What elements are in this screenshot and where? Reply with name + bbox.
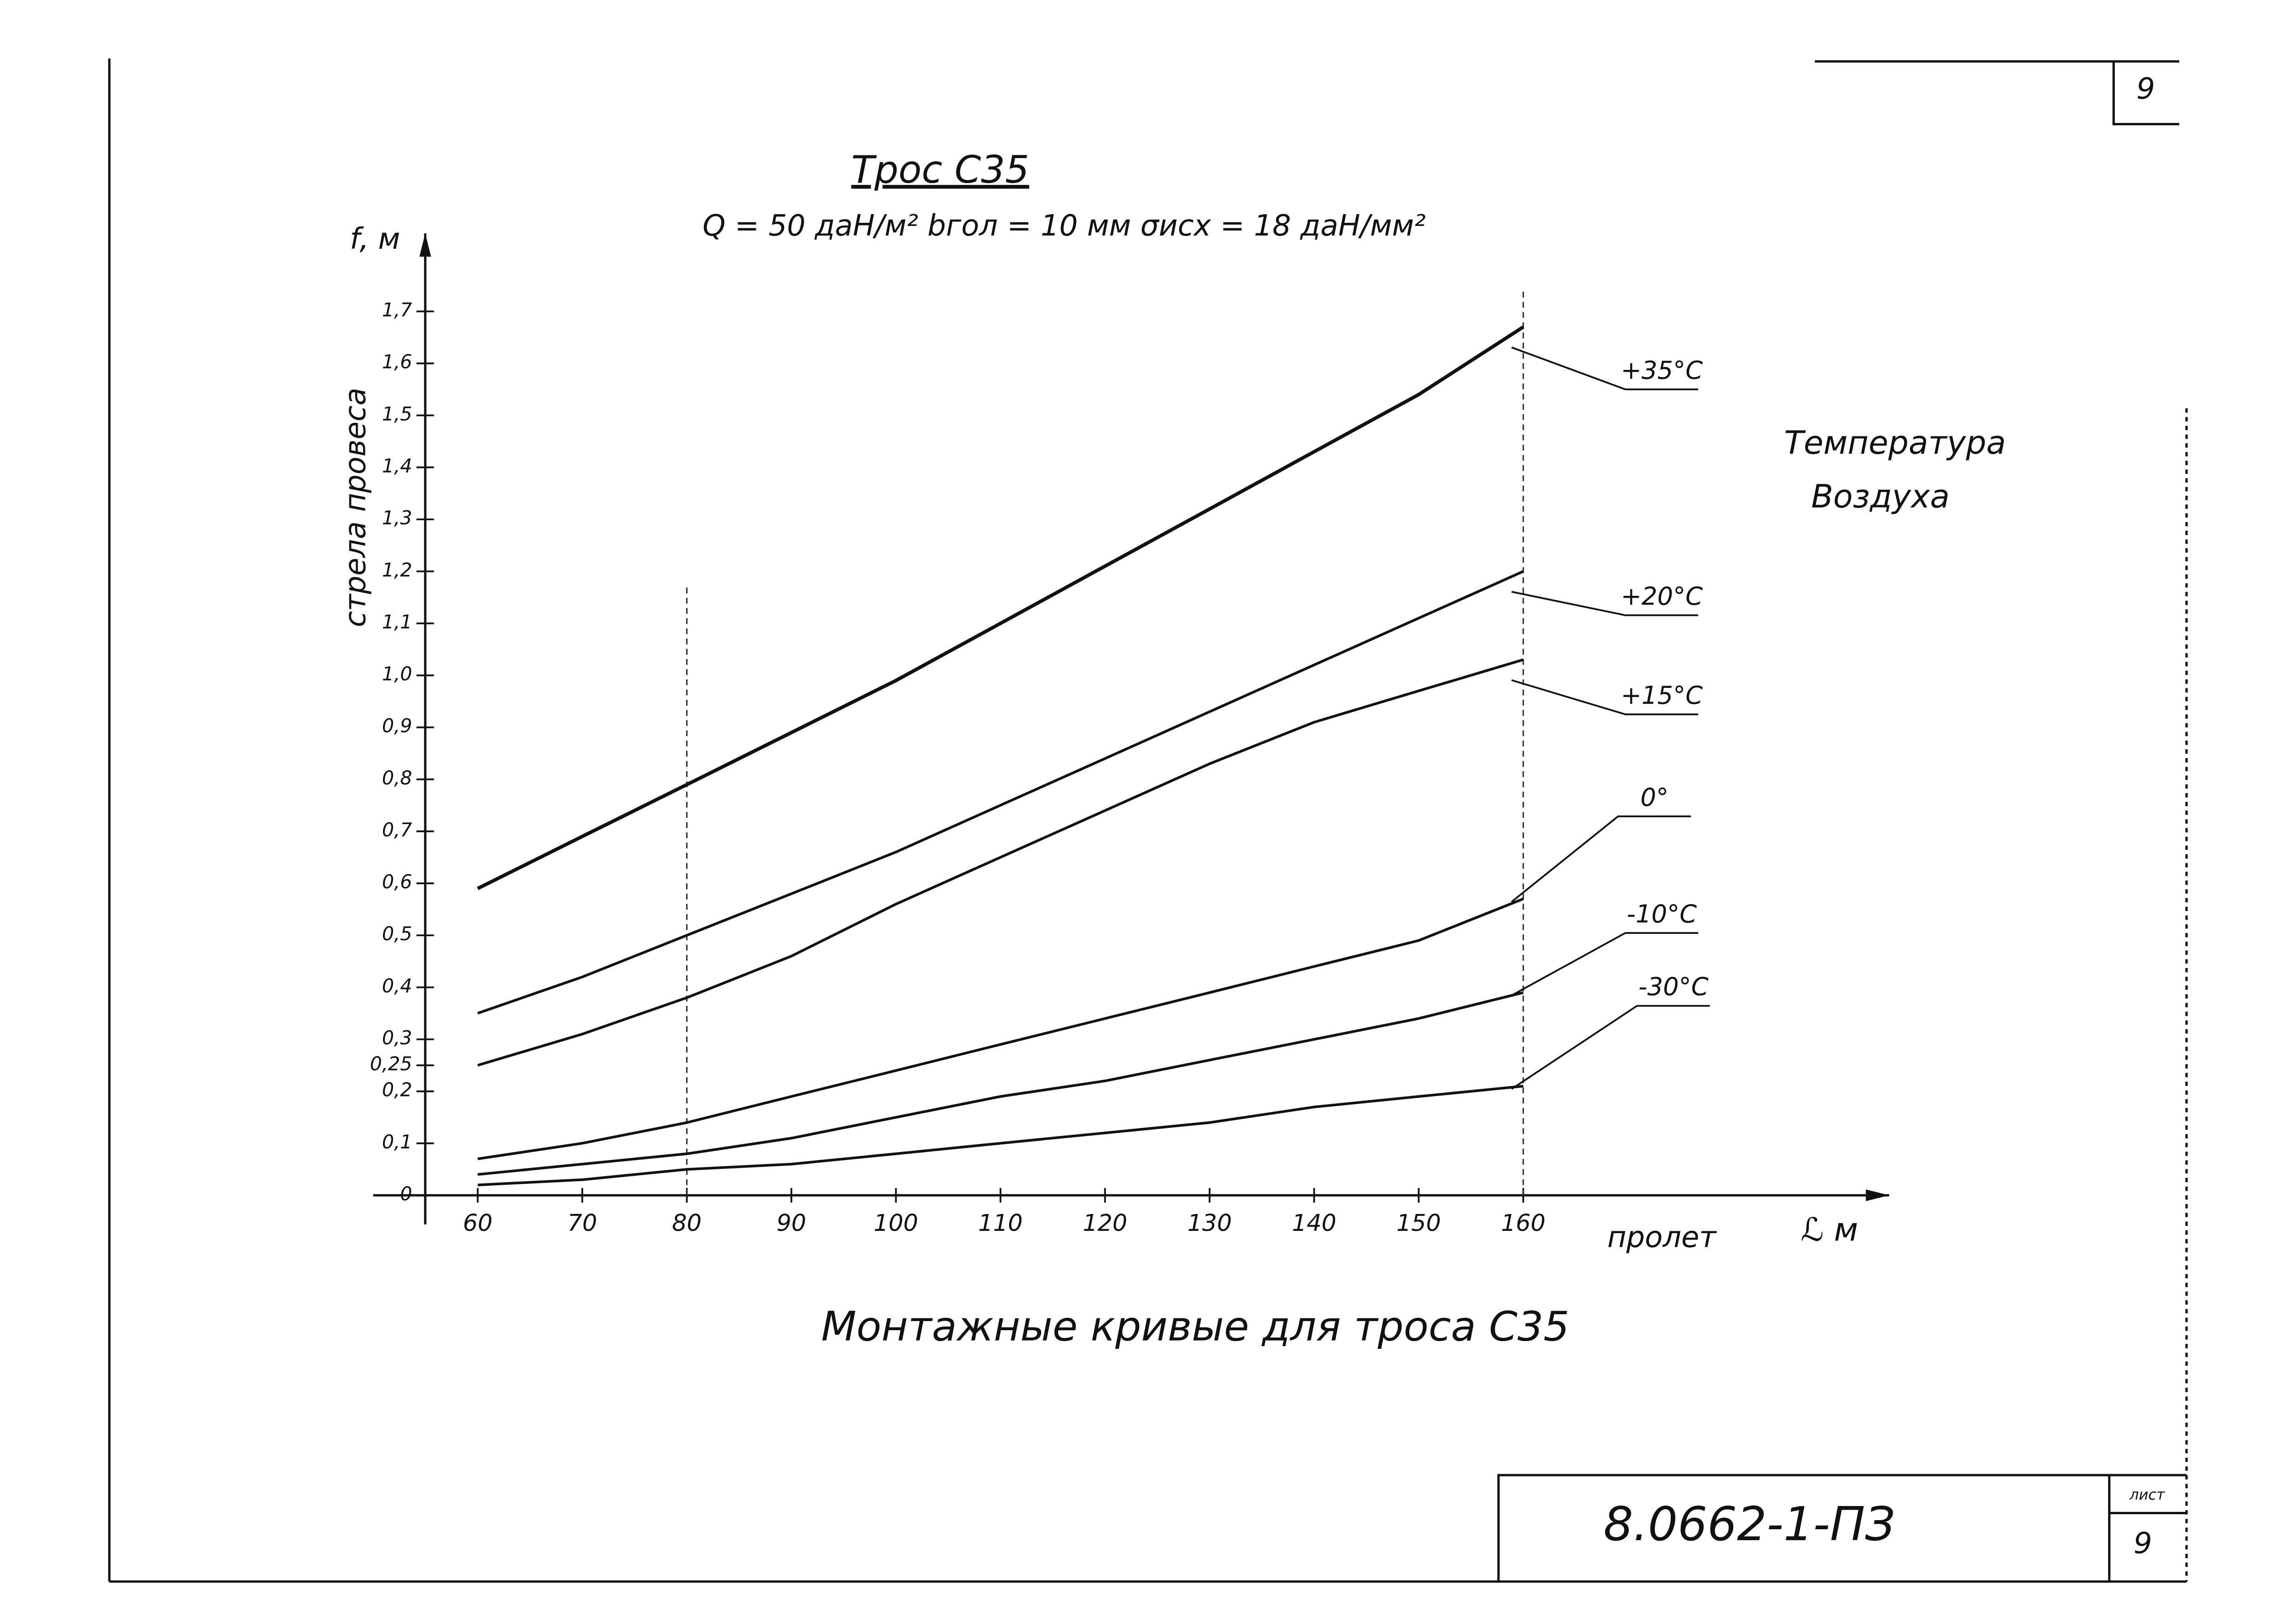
x-tick-label: 120 [1083, 1209, 1127, 1237]
x-tick-label: 70 [567, 1209, 597, 1237]
stamp-code: 8.0662-1-ПЗ [1603, 1497, 1895, 1552]
x-tick-label: 100 [874, 1209, 919, 1237]
legend-label: +15°C [1621, 681, 1703, 710]
y-tick-label: 1,6 [382, 351, 412, 373]
y-tick-label: 1,7 [382, 299, 412, 321]
caption: Монтажные кривые для троса С35 [821, 1303, 1569, 1351]
page-number: 9 [2136, 72, 2155, 106]
y-tick-label: 1,1 [382, 610, 412, 633]
legend-title: Воздуха [1811, 478, 1950, 515]
y-tick-label: 0 [400, 1183, 412, 1205]
y-axis-title: стрела провеса [339, 388, 372, 627]
y-label: f, м [350, 222, 400, 256]
legend-leader [1511, 932, 1699, 996]
curve [477, 897, 1524, 1160]
y-tick-label: 1,0 [382, 663, 412, 685]
x-tick-label: 160 [1501, 1209, 1545, 1237]
x-unit: ℒ м [1801, 1211, 1858, 1248]
legend-label: +20°C [1621, 582, 1703, 610]
y-tick-label: 1,3 [382, 507, 412, 529]
x-axis-title: пролет [1607, 1220, 1717, 1254]
page-number-box [2112, 61, 2180, 125]
y-tick-label: 0,25 [370, 1053, 412, 1075]
y-tick-label: 1,5 [382, 403, 412, 425]
y-tick-label: 1,4 [382, 455, 412, 477]
legend-leader [1511, 679, 1699, 716]
stamp-sheet-label: лист [2129, 1486, 2166, 1503]
y-tick-label: 0,6 [382, 871, 412, 893]
legend-leader [1511, 346, 1699, 390]
legend-label: -30°C [1638, 973, 1709, 1001]
y-tick-label: 0,1 [382, 1131, 412, 1153]
legend-label: 0° [1640, 783, 1668, 812]
y-tick-label: 0,8 [382, 767, 412, 789]
chart-subtitle: Q = 50 даН/м² bгол = 10 мм σисх = 18 даН… [703, 209, 1426, 243]
legend-leader [1511, 591, 1699, 616]
x-tick-label: 80 [672, 1209, 702, 1237]
curve [477, 570, 1524, 1015]
x-tick-label: 90 [776, 1209, 806, 1237]
stamp-box [1497, 1474, 2187, 1582]
x-tick-label: 140 [1292, 1209, 1336, 1237]
legend-title: Температура [1784, 424, 2006, 461]
curve [477, 325, 1525, 890]
y-tick-label: 1,2 [382, 558, 412, 581]
legend-label: -10°C [1627, 900, 1697, 928]
stamp-sheet: 9 [2134, 1527, 2152, 1560]
y-tick-label: 0,4 [382, 974, 412, 997]
y-axis-arrow [419, 233, 431, 257]
legend-leader [1511, 1005, 1710, 1090]
x-tick-label: 60 [463, 1209, 493, 1237]
curve [477, 658, 1524, 1067]
legend-label: +35°C [1621, 356, 1703, 384]
y-tick-label: 0,2 [382, 1079, 412, 1101]
x-axis-arrow [1866, 1189, 1889, 1201]
curve [477, 1085, 1524, 1187]
x-tick-label: 150 [1396, 1209, 1441, 1237]
x-tick-label: 130 [1187, 1209, 1232, 1237]
y-tick-label: 0,5 [382, 922, 412, 945]
chart-title: Трос С35 [851, 148, 1029, 192]
y-tick-label: 0,9 [382, 715, 412, 737]
y-tick-label: 0,7 [382, 819, 412, 841]
legend-leader [1511, 815, 1691, 903]
y-tick-label: 0,3 [382, 1027, 412, 1049]
curve [477, 991, 1524, 1176]
x-tick-label: 110 [978, 1209, 1023, 1237]
